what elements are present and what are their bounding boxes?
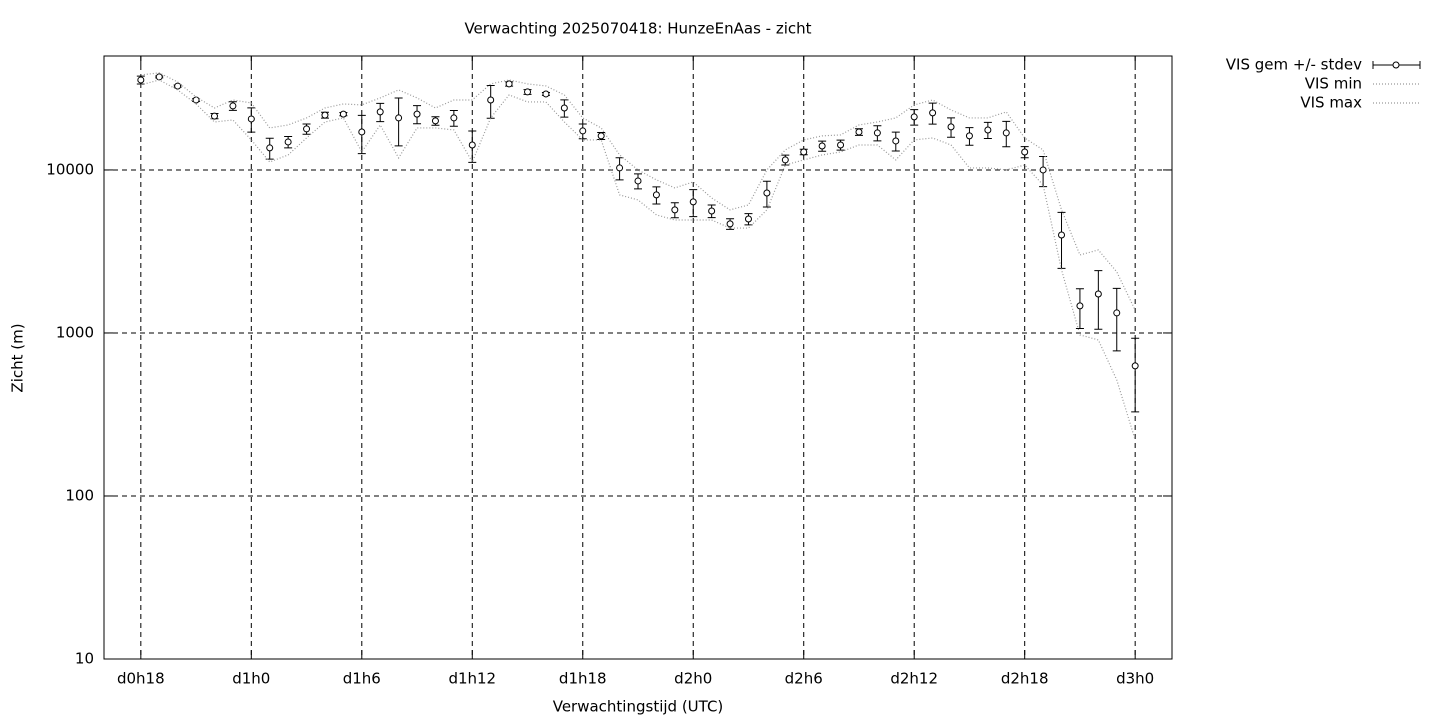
point (1002, 129, 1010, 137)
x-tick-label: d2h6 (785, 670, 823, 688)
point (634, 177, 642, 185)
point (358, 128, 366, 136)
x-tick-label: d1h12 (448, 670, 496, 688)
x-tick-label: d2h0 (674, 670, 712, 688)
point (1021, 148, 1029, 156)
point (468, 141, 476, 149)
point (855, 128, 863, 136)
point (671, 206, 679, 214)
y-tick-label: 1000 (56, 323, 94, 341)
point (579, 127, 587, 135)
point (1113, 309, 1121, 317)
y-axis-label: Zicht (m) (9, 323, 27, 392)
x-tick-label: d1h18 (559, 670, 607, 688)
point (726, 220, 734, 228)
chart-title: Verwachting 2025070418: HunzeEnAas - zic… (464, 20, 811, 38)
point (616, 164, 624, 172)
y-tick-label: 10000 (46, 160, 94, 178)
point (1058, 231, 1066, 239)
series-line (140, 79, 1136, 441)
point (837, 141, 845, 149)
point (210, 112, 218, 120)
series-line (140, 72, 1136, 311)
point (284, 138, 292, 146)
point (339, 110, 347, 118)
legend-label: VIS gem +/- stdev (1226, 56, 1362, 74)
point (431, 117, 439, 125)
point (947, 123, 955, 131)
error-bar (394, 97, 403, 147)
plot-frame (103, 55, 1173, 660)
point (689, 198, 697, 206)
point (174, 82, 182, 90)
y-tick-label: 10 (75, 650, 94, 668)
point (652, 191, 660, 199)
x-tick-label: d1h0 (232, 670, 270, 688)
point (965, 132, 973, 140)
legend-label: VIS max (1300, 94, 1362, 112)
point (303, 125, 311, 133)
point (560, 104, 568, 112)
x-tick-label: d2h18 (1001, 670, 1049, 688)
point (1131, 362, 1139, 370)
point (192, 96, 200, 104)
error-bar (1131, 337, 1140, 413)
point (266, 144, 274, 152)
point (744, 215, 752, 223)
point (450, 114, 458, 122)
point (597, 132, 605, 140)
point (155, 73, 163, 81)
point (910, 113, 918, 121)
point (247, 115, 255, 123)
x-tick-label: d1h6 (343, 670, 381, 688)
x-tick-label: d2h12 (890, 670, 938, 688)
point (708, 207, 716, 215)
x-tick-label: d3h0 (1116, 670, 1154, 688)
point (818, 142, 826, 150)
point (413, 110, 421, 118)
point (542, 90, 550, 98)
error-bar (1057, 211, 1066, 269)
point (763, 189, 771, 197)
x-axis-label: Verwachtingstijd (UTC) (553, 698, 724, 716)
point (1094, 290, 1102, 298)
point (505, 80, 513, 88)
point (781, 156, 789, 164)
point (321, 111, 329, 119)
point (1076, 302, 1084, 310)
y-tick-label: 100 (65, 486, 94, 504)
point (524, 88, 532, 96)
point (1039, 166, 1047, 174)
point (487, 96, 495, 104)
point (929, 109, 937, 117)
x-tick-label: d0h18 (117, 670, 165, 688)
error-bar (1094, 270, 1103, 330)
point (984, 126, 992, 134)
error-bar (1112, 287, 1121, 352)
point (395, 114, 403, 122)
point (137, 76, 145, 84)
point (376, 108, 384, 116)
point (892, 137, 900, 145)
point (873, 129, 881, 137)
legend-label: VIS min (1305, 75, 1362, 93)
legend-swatch (1392, 61, 1400, 69)
point (229, 102, 237, 110)
point (800, 148, 808, 156)
